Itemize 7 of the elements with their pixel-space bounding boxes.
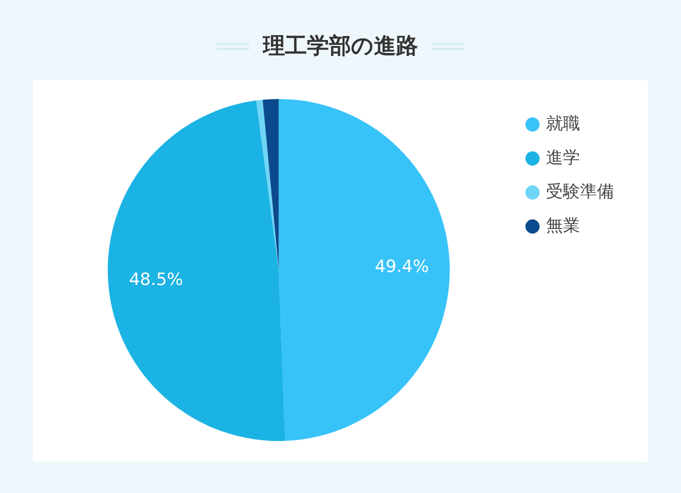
chart-title: 理工学部の進路 — [263, 33, 418, 61]
legend-label: 無業 — [546, 216, 580, 236]
legend-label: 受験準備 — [546, 182, 614, 202]
legend-label: 進学 — [546, 148, 580, 168]
data-label: 48.5% — [129, 270, 184, 290]
data-label: 49.4% — [374, 257, 429, 278]
legend-label: 就職 — [546, 114, 580, 134]
